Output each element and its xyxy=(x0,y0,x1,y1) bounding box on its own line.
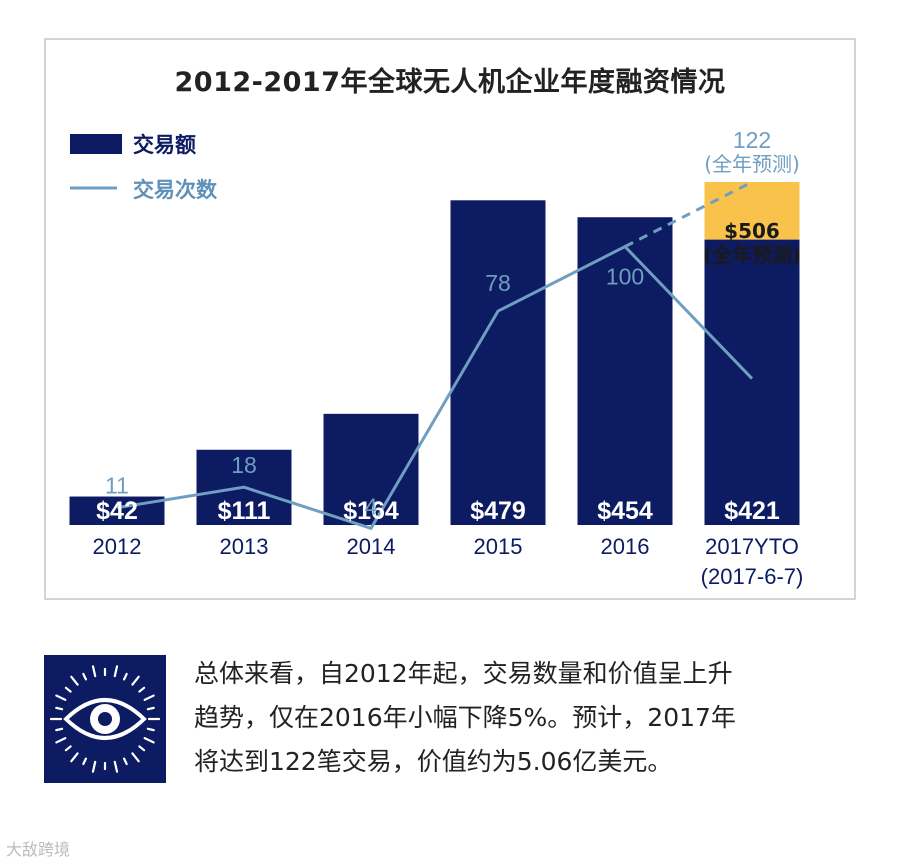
eye-ray xyxy=(146,727,155,732)
eye-ray xyxy=(122,672,128,681)
bar xyxy=(450,200,546,525)
eye-ray xyxy=(64,745,72,752)
insight-panel xyxy=(44,655,166,783)
eye-ray xyxy=(91,760,97,773)
eye-ray xyxy=(122,757,128,766)
count-projection-line xyxy=(624,180,753,248)
watermark: 大敌跨境 xyxy=(6,840,71,859)
x-tick-label: 2013 xyxy=(220,534,269,559)
eye-ray xyxy=(131,675,140,686)
eye-ray xyxy=(82,672,88,681)
legend: 交易额 交易次数 xyxy=(70,133,218,202)
labels: $42 2012 $111 2013 $164 2014 $479 2015 $454 2016 $… xyxy=(93,127,804,589)
eye-ray xyxy=(91,665,97,678)
eye-ray xyxy=(146,706,155,711)
note-line: 将达到122笔交易，价值约为5.06亿美元。 xyxy=(194,747,673,776)
count-value-label: 78 xyxy=(485,270,511,296)
eye-icon xyxy=(49,665,161,773)
bar xyxy=(577,217,673,525)
projected-value-label: $506 xyxy=(724,219,780,243)
eye-ray xyxy=(131,752,140,763)
eye-ray xyxy=(143,736,155,744)
note-line: 总体来看，自2012年起，交易数量和价值呈上升 xyxy=(194,659,733,688)
eye-ray xyxy=(113,760,119,773)
eye-ray xyxy=(55,727,64,732)
bar-value-label: $164 xyxy=(343,497,399,525)
eye-ray xyxy=(55,706,64,711)
eye-ray xyxy=(55,736,67,744)
eye-ray xyxy=(113,665,119,678)
bar-value-label: $479 xyxy=(470,497,526,525)
legend-label-bar: 交易额 xyxy=(133,133,196,157)
bars xyxy=(69,182,800,525)
x-tick-label: 2014 xyxy=(347,534,396,559)
projected-value-note: (全年预测) xyxy=(703,243,801,267)
bar-value-label: $111 xyxy=(218,497,271,525)
x-tick-label: 2016 xyxy=(601,534,650,559)
eye-ray xyxy=(55,694,67,702)
count-value-label: 11 xyxy=(105,473,129,499)
eye-ray xyxy=(70,752,79,763)
note-line: 趋势，仅在2016年小幅下降5%。预计，2017年 xyxy=(194,703,736,732)
chart-svg: 交易额 交易次数 $42 2012 $111 2013 $164 2014 $479 2015… xyxy=(69,127,804,589)
count-line-layer xyxy=(116,180,754,531)
x-tick-label: 2015 xyxy=(474,534,523,559)
legend-label-line: 交易次数 xyxy=(133,178,218,202)
eye-ray xyxy=(82,757,88,766)
bar-value-label: $421 xyxy=(724,497,780,525)
eye-ray xyxy=(138,745,146,752)
projected-count-label: 122 xyxy=(733,127,771,153)
eye-ray xyxy=(143,694,155,702)
count-line xyxy=(116,244,754,531)
eye-ray xyxy=(70,675,79,686)
eye-ray xyxy=(138,686,146,693)
projected-count-note: (全年预测) xyxy=(704,152,800,176)
bar xyxy=(323,413,419,525)
projection-bar xyxy=(704,182,800,240)
count-value-label: 18 xyxy=(231,452,257,478)
chart-title: 2012-2017年全球无人机企业年度融资情况 xyxy=(174,67,726,98)
x-tick-label: 2012 xyxy=(93,534,142,559)
legend-swatch-bar xyxy=(70,134,122,154)
bar-value-label: $454 xyxy=(597,497,653,525)
bar-value-label: $42 xyxy=(96,497,138,525)
count-value-label: 4 xyxy=(365,493,378,519)
eye-ray xyxy=(64,686,72,693)
summary-note: 总体来看，自2012年起，交易数量和价值呈上升 趋势，仅在2016年小幅下降5%… xyxy=(194,652,864,784)
x-tick-label: 2017YTO xyxy=(705,534,799,559)
x-tick-sublabel: (2017-6-7) xyxy=(701,564,804,589)
bar xyxy=(704,239,800,525)
count-value-label: 100 xyxy=(606,264,644,290)
